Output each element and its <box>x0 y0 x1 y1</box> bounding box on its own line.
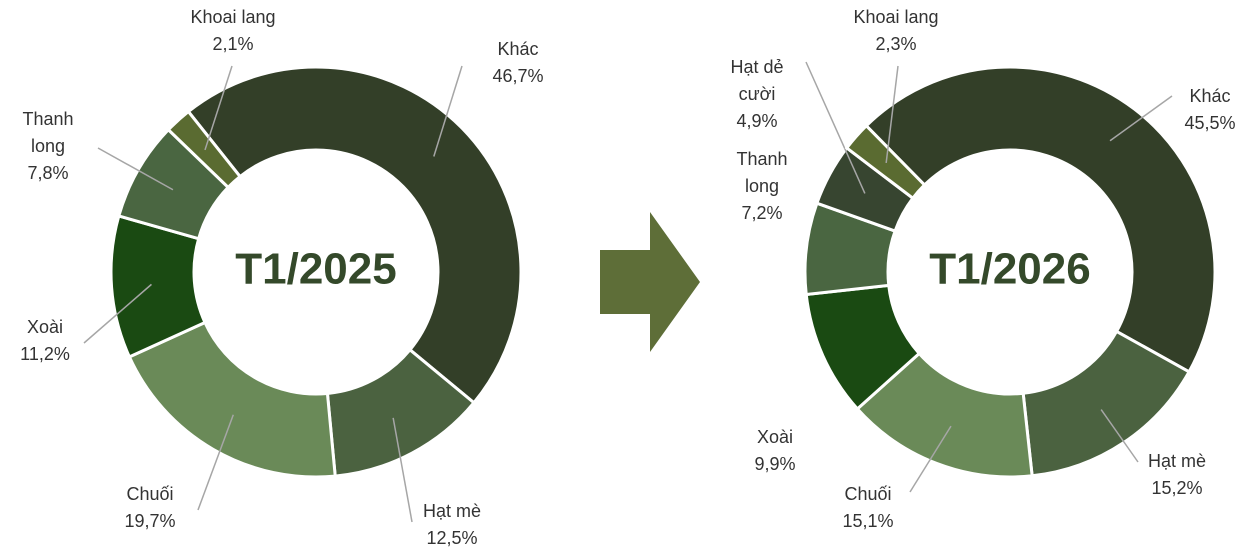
label-name: Hạt mè <box>1147 451 1207 471</box>
data-label: Hạt dẻ cười 4,9% <box>721 54 793 135</box>
donut-slice <box>166 109 243 190</box>
center-label: T1/2026 <box>929 245 1090 294</box>
leader-line <box>433 65 463 157</box>
leader-line <box>885 65 899 164</box>
data-label: Khoai lang 2,1% <box>168 4 298 58</box>
label-value: 19,7% <box>124 511 176 531</box>
label-name: Chuối <box>126 484 174 504</box>
leader-line <box>805 61 866 194</box>
donut-slice <box>186 65 523 405</box>
data-label: Xoài 9,9% <box>730 424 820 478</box>
label-value: 9,9% <box>754 454 796 474</box>
label-value: 12,5% <box>426 528 478 548</box>
label-name: Xoài <box>756 427 794 447</box>
leader-line <box>97 147 174 191</box>
label-value: 7,2% <box>741 203 783 223</box>
label-name: Thanh long <box>22 109 74 156</box>
data-label: Xoài 11,2% <box>0 314 90 368</box>
leader-line <box>204 65 233 151</box>
leader-line <box>1100 409 1139 463</box>
leader-line <box>197 414 235 511</box>
data-label: Chuối 15,1% <box>818 481 918 535</box>
arrow <box>600 212 700 352</box>
leader-line <box>1109 95 1173 142</box>
label-name: Hạt dẻ cười <box>730 57 784 104</box>
leader-line <box>83 283 152 344</box>
leader-line <box>392 417 413 523</box>
label-name: Xoài <box>26 317 64 337</box>
data-label: Hạt mè 15,2% <box>1127 448 1227 502</box>
data-label: Chuối 19,7% <box>90 481 210 535</box>
label-value: 7,8% <box>27 163 69 183</box>
data-label: Khác 46,7% <box>458 36 578 90</box>
label-name: Khoai lang <box>853 7 939 27</box>
data-label: Hạt mè 12,5% <box>392 498 512 552</box>
data-label: Khoai lang 2,3% <box>831 4 961 58</box>
label-name: Thanh long <box>736 149 788 196</box>
label-value: 2,1% <box>212 34 254 54</box>
label-name: Khoai lang <box>190 7 276 27</box>
donut-slice <box>127 320 337 479</box>
donut-slice <box>864 65 1217 374</box>
leader-line <box>909 425 952 493</box>
label-value: 2,3% <box>875 34 917 54</box>
data-label: Khác 45,5% <box>1160 83 1246 137</box>
label-name: Khác <box>1189 86 1231 106</box>
label-name: Hạt mè <box>422 501 482 521</box>
label-value: 46,7% <box>492 66 544 86</box>
label-value: 4,9% <box>736 111 778 131</box>
label-value: 15,2% <box>1151 478 1203 498</box>
data-label: Thanh long 7,8% <box>13 106 83 187</box>
label-value: 11,2% <box>20 344 70 364</box>
label-value: 45,5% <box>1184 113 1236 133</box>
data-label: Thanh long 7,2% <box>727 146 797 227</box>
label-value: 15,1% <box>842 511 894 531</box>
center-label: T1/2025 <box>235 245 396 294</box>
label-name: Khác <box>497 39 539 59</box>
label-name: Chuối <box>844 484 892 504</box>
